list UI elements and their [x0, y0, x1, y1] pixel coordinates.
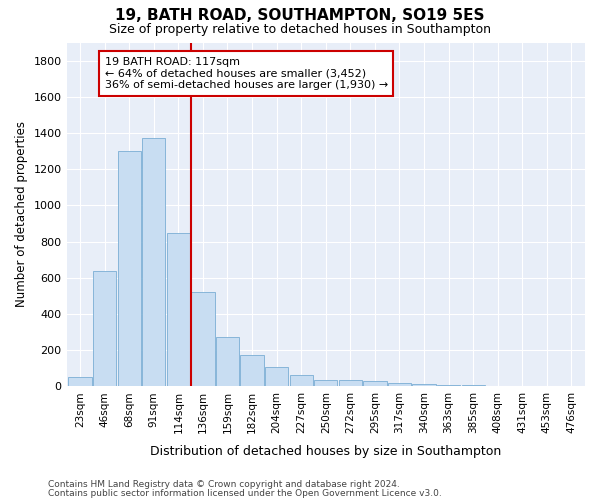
Bar: [93, 270, 116, 386]
Bar: [338, 380, 362, 386]
Bar: [167, 234, 190, 386]
Bar: [290, 374, 313, 386]
Bar: [241, 354, 264, 386]
Bar: [363, 381, 386, 386]
Bar: [216, 336, 239, 386]
Bar: [68, 378, 92, 386]
Bar: [265, 368, 288, 386]
Bar: [142, 138, 166, 386]
Bar: [191, 292, 215, 386]
Bar: [314, 380, 337, 386]
Text: 19, BATH ROAD, SOUTHAMPTON, SO19 5ES: 19, BATH ROAD, SOUTHAMPTON, SO19 5ES: [115, 8, 485, 22]
Text: 19 BATH ROAD: 117sqm
← 64% of detached houses are smaller (3,452)
36% of semi-de: 19 BATH ROAD: 117sqm ← 64% of detached h…: [104, 57, 388, 90]
Bar: [388, 383, 411, 386]
X-axis label: Distribution of detached houses by size in Southampton: Distribution of detached houses by size …: [150, 444, 502, 458]
Y-axis label: Number of detached properties: Number of detached properties: [15, 122, 28, 308]
Bar: [118, 151, 141, 386]
Text: Size of property relative to detached houses in Southampton: Size of property relative to detached ho…: [109, 22, 491, 36]
Text: Contains HM Land Registry data © Crown copyright and database right 2024.: Contains HM Land Registry data © Crown c…: [48, 480, 400, 489]
Bar: [412, 384, 436, 386]
Text: Contains public sector information licensed under the Open Government Licence v3: Contains public sector information licen…: [48, 488, 442, 498]
